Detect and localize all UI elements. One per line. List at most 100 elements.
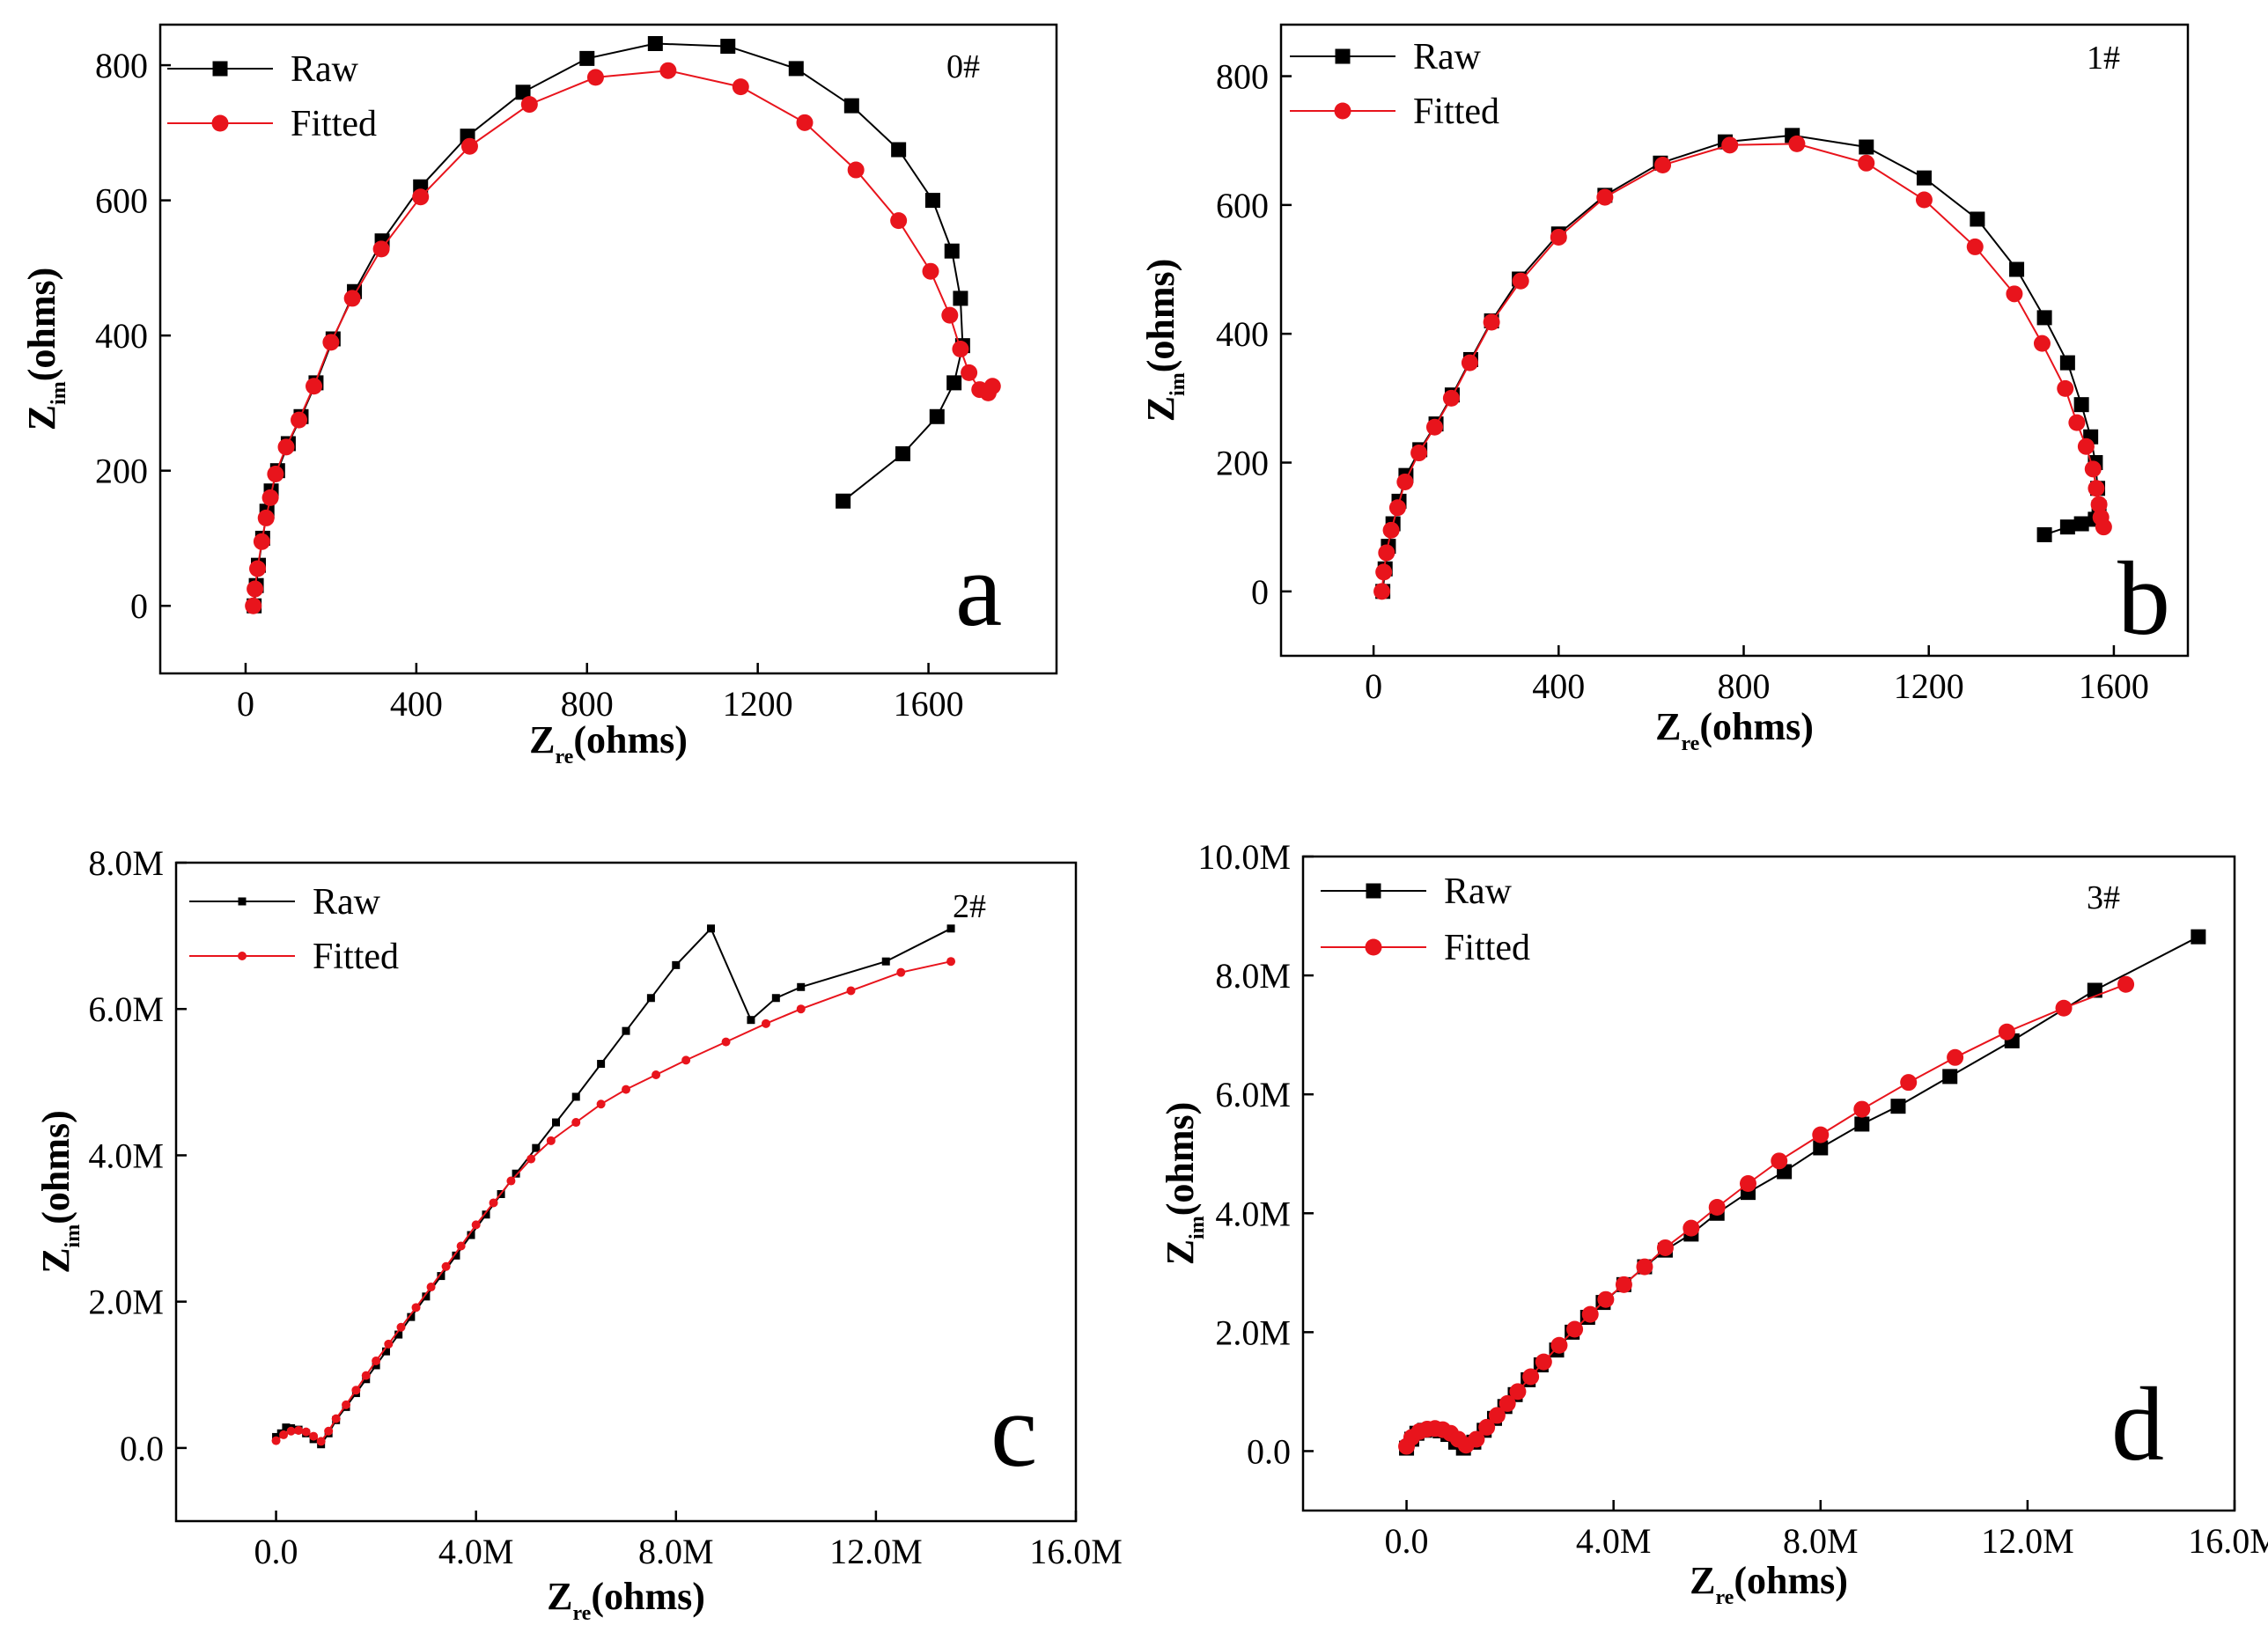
data-point bbox=[659, 62, 677, 79]
legend-marker bbox=[1335, 48, 1351, 64]
sample-tag: 3# bbox=[2087, 879, 2120, 916]
data-point bbox=[2006, 285, 2023, 303]
data-point bbox=[460, 137, 478, 155]
data-point bbox=[342, 1400, 351, 1409]
data-point bbox=[2191, 929, 2206, 945]
data-point bbox=[1535, 1353, 1552, 1371]
data-point bbox=[891, 142, 907, 158]
data-point bbox=[1442, 389, 1460, 407]
data-point bbox=[747, 1016, 755, 1025]
y-tick-label: 6.0M bbox=[88, 989, 164, 1029]
data-point bbox=[247, 580, 264, 598]
x-axis-label: Zre(ohms) bbox=[529, 718, 688, 768]
data-point bbox=[890, 212, 908, 230]
data-point bbox=[843, 98, 859, 114]
legend-marker bbox=[1366, 883, 1381, 899]
x-axis-label: Zre(ohms) bbox=[1655, 705, 1814, 755]
data-point bbox=[249, 560, 267, 577]
data-point bbox=[1498, 1394, 1516, 1412]
panel-c: 0.0 4.0M 8.0M 12.0M 16.0M 0.0 2.0M 4.0M 6.0M 8.0M… bbox=[34, 843, 1123, 1625]
data-point bbox=[245, 597, 262, 614]
data-point bbox=[361, 1371, 371, 1380]
data-point bbox=[788, 61, 804, 77]
x-tick-label: 400 bbox=[1532, 666, 1585, 706]
data-point bbox=[946, 924, 955, 933]
data-point bbox=[1900, 1074, 1918, 1092]
data-point bbox=[929, 408, 945, 424]
data-point bbox=[456, 1241, 466, 1251]
data-point bbox=[351, 1386, 361, 1395]
data-point bbox=[267, 466, 284, 483]
data-point bbox=[571, 1118, 581, 1128]
data-point bbox=[1388, 499, 1406, 517]
legend-marker bbox=[212, 61, 228, 77]
x-tick-label: 12.0M bbox=[1981, 1521, 2074, 1561]
x-tick-label: 16.0M bbox=[2188, 1521, 2268, 1561]
data-point bbox=[1858, 154, 1875, 172]
data-point bbox=[309, 1431, 319, 1441]
data-point bbox=[1581, 1305, 1599, 1323]
data-point bbox=[771, 994, 780, 1003]
data-point bbox=[2059, 519, 2075, 535]
data-point bbox=[422, 1292, 431, 1301]
data-point bbox=[597, 1060, 606, 1069]
data-point bbox=[941, 306, 959, 324]
data-point bbox=[286, 1426, 296, 1436]
data-point bbox=[1615, 1276, 1632, 1293]
panel-letter: b bbox=[2117, 540, 2170, 657]
data-point bbox=[489, 1198, 498, 1208]
data-point bbox=[2036, 526, 2052, 542]
data-point bbox=[1468, 1430, 1485, 1448]
x-tick-label: 8.0M bbox=[638, 1532, 714, 1571]
x-tick-label: 16.0M bbox=[1029, 1532, 1123, 1571]
y-axis-label: Zim(ohms) bbox=[1159, 1102, 1209, 1266]
data-point bbox=[1854, 1116, 1870, 1132]
data-point bbox=[2073, 516, 2089, 532]
data-point bbox=[482, 1210, 490, 1219]
data-point bbox=[797, 982, 806, 991]
data-point bbox=[257, 509, 275, 526]
data-point bbox=[532, 1143, 541, 1152]
x-tick-label: 8.0M bbox=[1783, 1521, 1859, 1561]
plot-frame bbox=[174, 861, 1078, 1523]
data-point bbox=[1966, 238, 1984, 255]
data-point bbox=[1915, 191, 1933, 209]
data-point bbox=[2088, 480, 2105, 497]
panel-b: 0 400 800 1200 16000200400600800Zre(ohms)Zim… bbox=[1139, 23, 2190, 755]
data-point bbox=[411, 1303, 421, 1312]
data-point bbox=[291, 411, 308, 429]
data-point bbox=[1853, 1100, 1871, 1118]
data-point bbox=[294, 1425, 304, 1435]
y-axis-label: Zim(ohms) bbox=[34, 1110, 85, 1274]
plot-frame bbox=[158, 23, 1058, 675]
data-point bbox=[596, 1099, 606, 1109]
data-point bbox=[1522, 1368, 1540, 1386]
data-point bbox=[707, 924, 716, 933]
data-point bbox=[1396, 473, 1414, 490]
panel-d: 0.0 4.0M 8.0M 12.0M 16.0M 0.0 2.0M 4.0M 6.0M 8.0M… bbox=[1159, 837, 2268, 1609]
data-point bbox=[1708, 1199, 1726, 1217]
series-line bbox=[252, 70, 994, 607]
series-fitted bbox=[1373, 135, 2112, 600]
data-point bbox=[720, 39, 736, 55]
data-point bbox=[253, 533, 270, 550]
data-point bbox=[1788, 135, 1806, 152]
y-tick-label: 0 bbox=[130, 586, 148, 626]
legend-marker bbox=[1365, 938, 1382, 956]
x-tick-label: 0.0 bbox=[254, 1532, 298, 1571]
sample-tag: 1# bbox=[2087, 40, 2120, 77]
data-point bbox=[1739, 1175, 1756, 1192]
data-point bbox=[1373, 583, 1391, 600]
plot-frame bbox=[1301, 855, 2236, 1512]
data-point bbox=[646, 994, 655, 1003]
data-point bbox=[271, 1436, 281, 1445]
data-point bbox=[622, 1085, 630, 1094]
data-point bbox=[277, 438, 295, 456]
data-point bbox=[961, 364, 978, 381]
data-point bbox=[922, 262, 939, 280]
data-point bbox=[796, 114, 814, 131]
data-point bbox=[343, 290, 361, 307]
data-point bbox=[983, 378, 1001, 395]
data-point bbox=[1566, 1320, 1584, 1338]
data-point bbox=[1998, 1023, 2015, 1040]
